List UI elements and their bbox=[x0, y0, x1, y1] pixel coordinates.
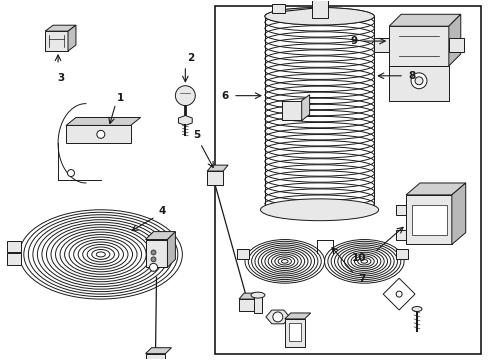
Circle shape bbox=[273, 312, 283, 322]
Bar bbox=[146, 354, 166, 360]
Bar bbox=[7, 240, 21, 252]
Polygon shape bbox=[452, 183, 466, 244]
Circle shape bbox=[411, 73, 427, 89]
Polygon shape bbox=[239, 293, 260, 299]
Bar bbox=[412, 205, 447, 235]
Text: 10: 10 bbox=[352, 253, 367, 264]
Circle shape bbox=[97, 130, 105, 138]
Text: 3: 3 bbox=[57, 73, 65, 83]
Circle shape bbox=[396, 291, 402, 297]
Bar bbox=[374, 38, 389, 52]
Bar bbox=[146, 239, 168, 267]
Bar bbox=[449, 38, 464, 52]
Circle shape bbox=[151, 250, 156, 255]
Polygon shape bbox=[406, 195, 452, 244]
Bar bbox=[272, 4, 285, 13]
Text: 5: 5 bbox=[194, 130, 201, 140]
Polygon shape bbox=[168, 231, 175, 267]
Polygon shape bbox=[66, 117, 141, 125]
Polygon shape bbox=[266, 310, 290, 324]
Polygon shape bbox=[285, 313, 311, 319]
Bar bbox=[265, 16, 374, 210]
Bar bbox=[312, 0, 327, 18]
Ellipse shape bbox=[412, 306, 422, 311]
Text: 1: 1 bbox=[117, 93, 124, 103]
Polygon shape bbox=[45, 31, 68, 51]
Circle shape bbox=[68, 170, 74, 176]
Circle shape bbox=[415, 77, 423, 85]
Polygon shape bbox=[389, 26, 449, 66]
Bar bbox=[396, 249, 408, 260]
Circle shape bbox=[151, 257, 156, 262]
Text: 4: 4 bbox=[159, 206, 166, 216]
Bar bbox=[396, 205, 406, 215]
Bar bbox=[207, 171, 223, 185]
Text: 8: 8 bbox=[408, 71, 416, 81]
Bar bbox=[254, 295, 262, 313]
Text: 9: 9 bbox=[350, 36, 357, 46]
Polygon shape bbox=[302, 95, 310, 121]
Circle shape bbox=[175, 86, 196, 105]
Polygon shape bbox=[68, 25, 76, 51]
Text: 6: 6 bbox=[222, 91, 229, 101]
Polygon shape bbox=[389, 14, 461, 26]
Bar bbox=[285, 319, 305, 347]
Bar bbox=[389, 66, 449, 100]
Polygon shape bbox=[449, 14, 461, 66]
Bar bbox=[7, 253, 21, 265]
Bar bbox=[239, 299, 255, 311]
Polygon shape bbox=[146, 231, 175, 239]
Ellipse shape bbox=[251, 292, 265, 298]
Ellipse shape bbox=[261, 199, 379, 221]
Polygon shape bbox=[406, 183, 466, 195]
Polygon shape bbox=[207, 165, 228, 171]
Text: 7: 7 bbox=[358, 274, 366, 284]
Ellipse shape bbox=[265, 8, 374, 25]
Text: 2: 2 bbox=[187, 53, 194, 63]
Polygon shape bbox=[178, 116, 192, 125]
Polygon shape bbox=[66, 125, 131, 143]
Polygon shape bbox=[146, 348, 172, 354]
Bar bbox=[282, 100, 302, 121]
Bar bbox=[289, 323, 301, 341]
Bar bbox=[215, 6, 481, 354]
Polygon shape bbox=[45, 25, 76, 31]
Bar bbox=[396, 230, 406, 239]
Circle shape bbox=[149, 264, 157, 271]
Bar bbox=[237, 249, 249, 260]
